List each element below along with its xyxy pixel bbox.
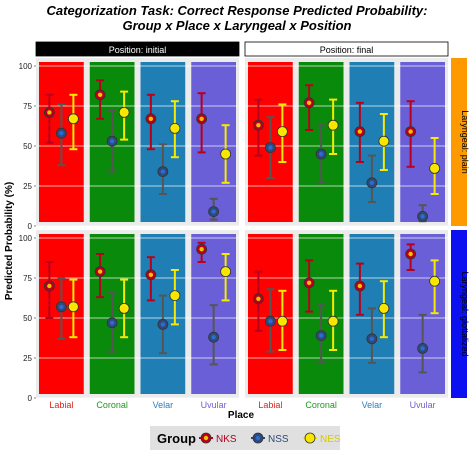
point-center-nes — [223, 151, 228, 157]
chart-subtitle: Group x Place x Laryngeal x Position — [122, 18, 351, 33]
x-tick-label-velar: Velar — [153, 400, 174, 410]
x-tick-label-coronal: Coronal — [305, 400, 337, 410]
point-center-nss — [109, 320, 115, 325]
y-axis-label: Predicted Probability (%) — [4, 182, 15, 300]
point-center-nks — [256, 123, 261, 128]
panel-initial-glottalized — [36, 230, 239, 399]
y-tick-label: 100 — [19, 234, 33, 243]
point-center-nes — [280, 129, 285, 134]
legend-title: Group — [157, 431, 196, 446]
point-center-nks — [148, 272, 154, 277]
point-center-nks — [47, 283, 52, 289]
point-center-nks — [306, 280, 312, 285]
legend-label-nks: NKS — [216, 434, 237, 445]
point-center-nss — [369, 336, 375, 341]
point-center-nks — [357, 129, 363, 134]
point-center-nes — [381, 139, 387, 144]
point-center-nks — [199, 247, 204, 252]
band-uvular — [400, 62, 445, 222]
point-center-nss — [109, 139, 115, 144]
x-tick-label-velar: Velar — [362, 400, 383, 410]
point-center-nes — [432, 279, 437, 284]
band-uvular — [191, 62, 236, 222]
point-center-nss — [420, 346, 425, 351]
panel-final-plain — [245, 58, 448, 227]
point-center-nks — [199, 116, 204, 122]
column-strip-1 — [244, 41, 449, 57]
panel-final-glottalized — [245, 230, 448, 399]
y-tick-label: 50 — [23, 142, 32, 151]
point-center-nes — [172, 126, 178, 131]
y-tick-label: 0 — [28, 222, 33, 231]
point-center-nes — [71, 304, 76, 309]
point-center-nss — [268, 145, 273, 150]
point-center-nss — [420, 214, 425, 219]
point-center-nks — [408, 129, 413, 134]
point-center-nks — [97, 92, 103, 98]
point-center-nes — [121, 110, 127, 115]
point-center-nes — [172, 293, 178, 298]
y-tick-label: 25 — [23, 354, 32, 363]
x-axis-label: Place — [228, 410, 255, 421]
point-center-nss — [369, 180, 375, 185]
point-center-nes — [330, 123, 336, 128]
point-center-nks — [97, 269, 103, 274]
row-strip-label-1: Laryngeal: glottalized — [460, 271, 470, 356]
band-velar — [140, 62, 186, 222]
facet-panels: Position: initial Position: final Laryngea… — [19, 41, 470, 410]
point-center-nes — [330, 319, 336, 324]
point-center-nss — [160, 169, 166, 174]
y-tick-label: 75 — [23, 274, 32, 283]
point-center-nss — [318, 333, 324, 338]
point-center-nss — [211, 335, 216, 340]
column-strip-0 — [35, 41, 240, 57]
point-center-nes — [121, 306, 127, 311]
legend-key-center-nss — [255, 435, 261, 441]
row-strip-1 — [451, 230, 467, 398]
point-center-nks — [256, 296, 261, 301]
point-center-nes — [223, 269, 228, 274]
legend-label-nss: NSS — [268, 434, 289, 445]
point-center-nks — [306, 100, 312, 106]
x-tick-label-labial: Labial — [258, 400, 282, 410]
legend-key-center-nes — [307, 435, 313, 441]
column-strip-label-0: Position: initial — [109, 45, 167, 55]
y-tick-label: 100 — [19, 62, 33, 71]
row-strip-0 — [451, 58, 467, 226]
point-center-nes — [381, 306, 387, 311]
y-tick-label: 75 — [23, 102, 32, 111]
y-tick-label: 50 — [23, 314, 32, 323]
point-center-nss — [59, 131, 64, 136]
point-center-nes — [432, 166, 437, 171]
panel-initial-plain — [36, 58, 239, 227]
row-strip-label-0: Laryngeal: plain — [460, 110, 470, 174]
legend-label-nes: NES — [320, 434, 341, 445]
point-center-nss — [160, 322, 166, 327]
point-center-nks — [357, 283, 363, 289]
point-center-nes — [71, 116, 76, 122]
point-center-nss — [268, 319, 273, 324]
x-tick-label-uvular: Uvular — [410, 400, 436, 410]
legend: Group NKS NSS NES — [150, 426, 341, 450]
point-center-nes — [280, 319, 285, 324]
point-center-nks — [148, 116, 154, 122]
x-tick-label-coronal: Coronal — [96, 400, 128, 410]
column-strip-label-1: Position: final — [320, 45, 374, 55]
point-center-nks — [408, 251, 413, 257]
point-center-nks — [47, 110, 52, 115]
x-tick-label-uvular: Uvular — [201, 400, 227, 410]
y-tick-label: 25 — [23, 182, 32, 191]
legend-key-center-nks — [203, 435, 209, 441]
point-center-nss — [59, 304, 64, 309]
point-center-nss — [211, 209, 216, 214]
y-tick-label: 0 — [28, 394, 33, 403]
x-tick-label-labial: Labial — [49, 400, 73, 410]
point-center-nss — [318, 151, 324, 157]
chart-title: Categorization Task: Correct Response Pr… — [47, 3, 428, 18]
